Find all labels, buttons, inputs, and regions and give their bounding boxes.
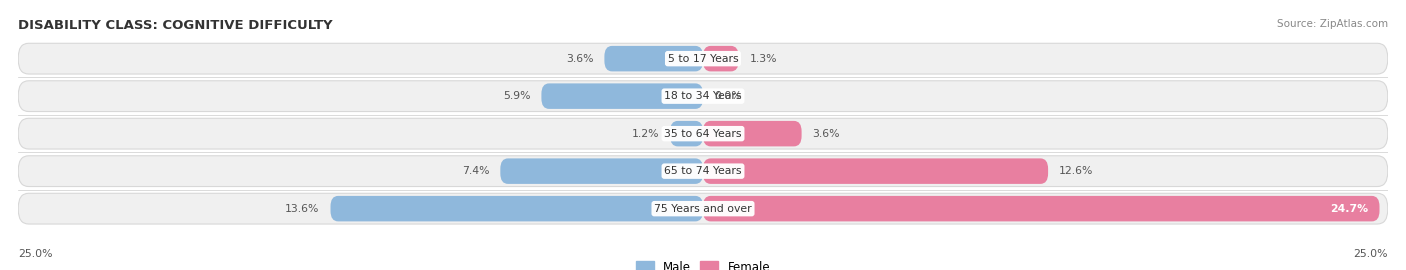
FancyBboxPatch shape: [18, 81, 1388, 112]
Text: Source: ZipAtlas.com: Source: ZipAtlas.com: [1277, 19, 1388, 29]
Text: 5.9%: 5.9%: [503, 91, 530, 101]
Text: 75 Years and over: 75 Years and over: [654, 204, 752, 214]
FancyBboxPatch shape: [330, 196, 703, 221]
Text: 25.0%: 25.0%: [1353, 249, 1388, 259]
FancyBboxPatch shape: [18, 156, 1388, 187]
Text: 65 to 74 Years: 65 to 74 Years: [664, 166, 742, 176]
FancyBboxPatch shape: [605, 46, 703, 71]
FancyBboxPatch shape: [18, 43, 1388, 74]
Text: 25.0%: 25.0%: [18, 249, 53, 259]
Text: 35 to 64 Years: 35 to 64 Years: [664, 129, 742, 139]
Text: 7.4%: 7.4%: [461, 166, 489, 176]
Text: 3.6%: 3.6%: [813, 129, 839, 139]
Text: DISABILITY CLASS: COGNITIVE DIFFICULTY: DISABILITY CLASS: COGNITIVE DIFFICULTY: [18, 19, 333, 32]
FancyBboxPatch shape: [703, 46, 738, 71]
Text: 5 to 17 Years: 5 to 17 Years: [668, 54, 738, 64]
FancyBboxPatch shape: [501, 158, 703, 184]
Text: 1.3%: 1.3%: [749, 54, 778, 64]
Text: 3.6%: 3.6%: [567, 54, 593, 64]
Text: 18 to 34 Years: 18 to 34 Years: [664, 91, 742, 101]
FancyBboxPatch shape: [703, 196, 1379, 221]
Text: 1.2%: 1.2%: [631, 129, 659, 139]
Text: 24.7%: 24.7%: [1330, 204, 1368, 214]
FancyBboxPatch shape: [541, 83, 703, 109]
FancyBboxPatch shape: [18, 118, 1388, 149]
Text: 12.6%: 12.6%: [1059, 166, 1094, 176]
FancyBboxPatch shape: [703, 158, 1047, 184]
Text: 13.6%: 13.6%: [285, 204, 319, 214]
FancyBboxPatch shape: [18, 193, 1388, 224]
Text: 0.0%: 0.0%: [714, 91, 742, 101]
FancyBboxPatch shape: [671, 121, 703, 146]
Legend: Male, Female: Male, Female: [636, 261, 770, 270]
FancyBboxPatch shape: [703, 121, 801, 146]
